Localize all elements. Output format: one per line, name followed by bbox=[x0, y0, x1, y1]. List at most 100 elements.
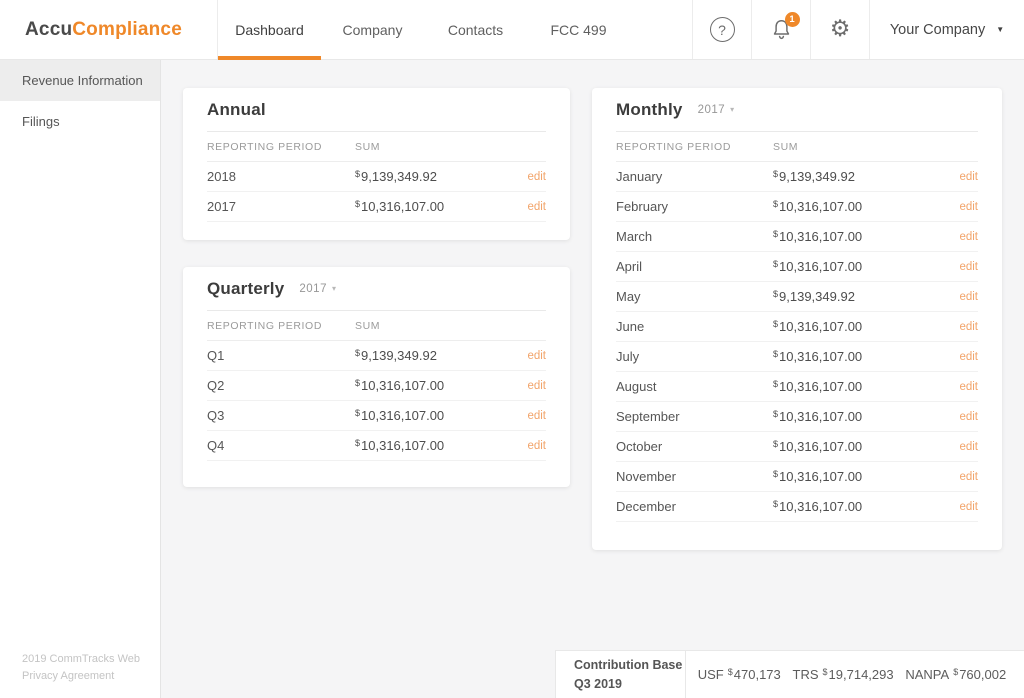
column-header-period: REPORTING PERIOD bbox=[616, 140, 732, 153]
nav-tab[interactable]: Dashboard bbox=[218, 0, 321, 60]
sidebar-nav: Revenue Information Filings bbox=[0, 60, 160, 142]
currency-symbol: $ bbox=[355, 438, 361, 448]
edit-link[interactable]: edit bbox=[527, 439, 546, 452]
quarterly-table-body: Q1 $9,139,349.92 edit Q2 $10,316,107.00 … bbox=[207, 341, 546, 461]
table-row: October $10,316,107.00 edit bbox=[616, 432, 978, 462]
stat-item: NANPA $760,002 bbox=[905, 667, 1006, 682]
sum-cell: $10,316,107.00 bbox=[773, 259, 863, 274]
reporting-period-cell: December bbox=[616, 499, 676, 514]
notifications-button[interactable]: 1 bbox=[751, 0, 810, 59]
year-selector-dropdown[interactable]: 2017 ▾ bbox=[698, 104, 735, 116]
chevron-down-icon: ▼ bbox=[996, 25, 1005, 34]
edit-link[interactable]: edit bbox=[959, 320, 978, 333]
table-row: 2018 $9,139,349.92 edit bbox=[207, 162, 546, 192]
column-header-sum: SUM bbox=[773, 140, 799, 153]
currency-symbol: $ bbox=[727, 667, 733, 677]
copyright-text: 2019 CommTracks Web bbox=[22, 652, 140, 665]
contribution-stats: USF $470,173 TRS $19,714,293 NANPA $760,002 bbox=[686, 651, 1024, 698]
table-row: April $10,316,107.00 edit bbox=[616, 252, 978, 282]
table-header-row: REPORTING PERIOD SUM bbox=[616, 132, 978, 162]
sum-cell: $10,316,107.00 bbox=[355, 438, 445, 453]
edit-link[interactable]: edit bbox=[959, 260, 978, 273]
card-title: Annual bbox=[207, 99, 266, 119]
edit-link[interactable]: edit bbox=[527, 200, 546, 213]
currency-symbol: $ bbox=[355, 199, 361, 209]
table-row: November $10,316,107.00 edit bbox=[616, 462, 978, 492]
help-button[interactable]: ? bbox=[692, 0, 751, 59]
annual-card-header: Annual bbox=[207, 88, 546, 132]
reporting-period-cell: Q4 bbox=[207, 438, 225, 453]
table-row: January $9,139,349.92 edit bbox=[616, 162, 978, 192]
sum-cell: $10,316,107.00 bbox=[773, 409, 863, 424]
sidebar-item[interactable]: Revenue Information bbox=[0, 60, 160, 101]
logo-suffix: Compliance bbox=[72, 18, 182, 40]
nav-tab[interactable]: Contacts bbox=[424, 0, 527, 59]
sum-cell: $10,316,107.00 bbox=[773, 379, 863, 394]
currency-symbol: $ bbox=[773, 499, 779, 509]
table-row: February $10,316,107.00 edit bbox=[616, 192, 978, 222]
currency-symbol: $ bbox=[773, 289, 779, 299]
sum-cell: $9,139,349.92 bbox=[355, 348, 437, 363]
year-selector-value: 2017 bbox=[299, 282, 327, 295]
edit-link[interactable]: edit bbox=[959, 410, 978, 423]
edit-link[interactable]: edit bbox=[959, 350, 978, 363]
stat-label: TRS bbox=[792, 667, 819, 682]
nav-tab[interactable]: FCC 499 bbox=[527, 0, 630, 59]
currency-symbol: $ bbox=[355, 169, 361, 179]
edit-link[interactable]: edit bbox=[959, 200, 978, 213]
table-row: May $9,139,349.92 edit bbox=[616, 282, 978, 312]
sum-cell: $10,316,107.00 bbox=[773, 319, 863, 334]
currency-symbol: $ bbox=[773, 379, 779, 389]
active-tab-underline bbox=[218, 56, 321, 60]
reporting-period-cell: 2017 bbox=[207, 199, 236, 214]
contribution-base-label: Contribution Base Q3 2019 bbox=[556, 651, 686, 698]
top-nav-bar: AccuCompliance Dashboard Company Contact… bbox=[0, 0, 1024, 60]
sum-cell: $9,139,349.92 bbox=[355, 169, 437, 184]
nav-tab[interactable]: Company bbox=[321, 0, 424, 59]
reporting-period-cell: Q1 bbox=[207, 348, 225, 363]
card-title: Quarterly bbox=[207, 278, 285, 298]
chevron-down-icon: ▾ bbox=[331, 284, 337, 293]
sidebar-item[interactable]: Filings bbox=[0, 101, 160, 142]
edit-link[interactable]: edit bbox=[959, 470, 978, 483]
currency-symbol: $ bbox=[773, 319, 779, 329]
stat-value: 19,714,293 bbox=[828, 667, 894, 682]
header-spacer bbox=[630, 0, 692, 59]
reporting-period-cell: Q2 bbox=[207, 378, 225, 393]
notification-badge: 1 bbox=[784, 12, 800, 27]
table-row: Q3 $10,316,107.00 edit bbox=[207, 401, 546, 431]
currency-symbol: $ bbox=[355, 348, 361, 358]
currency-symbol: $ bbox=[773, 439, 779, 449]
edit-link[interactable]: edit bbox=[959, 290, 978, 303]
edit-link[interactable]: edit bbox=[959, 440, 978, 453]
bell-icon: 1 bbox=[768, 12, 800, 43]
settings-button[interactable]: ⚙ bbox=[810, 0, 869, 59]
account-menu[interactable]: Your Company ▼ bbox=[869, 0, 1024, 59]
edit-link[interactable]: edit bbox=[959, 500, 978, 513]
edit-link[interactable]: edit bbox=[527, 409, 546, 422]
sum-cell: $10,316,107.00 bbox=[773, 349, 863, 364]
edit-link[interactable]: edit bbox=[527, 379, 546, 392]
year-selector-dropdown[interactable]: 2017 ▾ bbox=[299, 283, 336, 295]
reporting-period-cell: November bbox=[616, 469, 676, 484]
edit-link[interactable]: edit bbox=[959, 170, 978, 183]
stat-label: USF bbox=[697, 667, 724, 682]
annual-table-body: 2018 $9,139,349.92 edit 2017 $10,316,107… bbox=[207, 162, 546, 222]
monthly-card-header: Monthly 2017 ▾ bbox=[616, 88, 978, 132]
reporting-period-cell: February bbox=[616, 199, 669, 214]
sum-cell: $10,316,107.00 bbox=[773, 199, 863, 214]
app-logo[interactable]: AccuCompliance bbox=[25, 19, 182, 41]
quarterly-card-header: Quarterly 2017 ▾ bbox=[207, 267, 546, 311]
reporting-period-cell: Q3 bbox=[207, 408, 225, 423]
sum-cell: $10,316,107.00 bbox=[773, 499, 863, 514]
edit-link[interactable]: edit bbox=[959, 380, 978, 393]
privacy-agreement-link[interactable]: Privacy Agreement bbox=[22, 669, 115, 682]
currency-symbol: $ bbox=[773, 169, 779, 179]
edit-link[interactable]: edit bbox=[527, 170, 546, 183]
nav-tab-label: Dashboard bbox=[235, 21, 304, 38]
table-header-row: REPORTING PERIOD SUM bbox=[207, 132, 546, 162]
table-row: 2017 $10,316,107.00 edit bbox=[207, 192, 546, 222]
edit-link[interactable]: edit bbox=[959, 230, 978, 243]
edit-link[interactable]: edit bbox=[527, 349, 546, 362]
sum-cell: $10,316,107.00 bbox=[355, 378, 445, 393]
